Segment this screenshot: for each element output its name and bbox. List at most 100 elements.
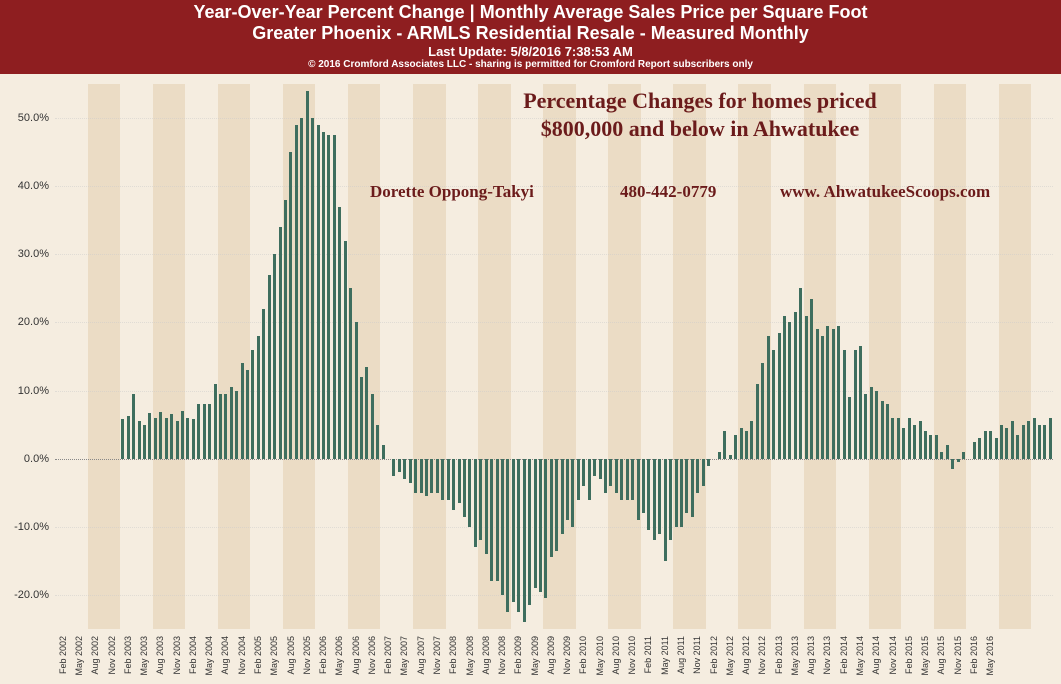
bar: [864, 394, 867, 459]
x-tick-label: May 2013: [790, 636, 800, 676]
bar: [924, 431, 927, 458]
bar: [430, 459, 433, 493]
x-tick-label: Aug 2015: [936, 636, 946, 675]
bar: [854, 350, 857, 459]
x-tick-label: Aug 2014: [871, 636, 881, 675]
chart-header: Year-Over-Year Percent Change | Monthly …: [0, 0, 1061, 74]
x-tick-label: Feb 2011: [643, 636, 653, 673]
bar: [479, 459, 482, 541]
bar: [376, 425, 379, 459]
x-tick-label: Aug 2003: [155, 636, 165, 675]
bar: [658, 459, 661, 534]
bar: [653, 459, 656, 541]
bar: [919, 421, 922, 458]
bar: [398, 459, 401, 473]
bar: [935, 435, 938, 459]
bar: [816, 329, 819, 458]
x-tick-label: Feb 2007: [383, 636, 393, 674]
x-tick-label: Nov 2011: [692, 636, 702, 674]
x-tick-label: Nov 2009: [562, 636, 572, 675]
bar: [501, 459, 504, 595]
bar: [696, 459, 699, 493]
bar: [729, 455, 732, 458]
bar: [241, 363, 244, 458]
bar: [246, 370, 249, 459]
y-tick-label: 40.0%: [18, 180, 49, 192]
bar: [794, 312, 797, 458]
bar: [978, 438, 981, 458]
bar: [311, 118, 314, 459]
bar: [626, 459, 629, 500]
x-axis: Feb 2002May 2002Aug 2002Nov 2002Feb 2003…: [55, 634, 1053, 684]
bars-layer: [55, 84, 1053, 629]
overlay-title-line1: Percentage Changes for homes priced: [380, 88, 1020, 114]
x-tick-label: Aug 2007: [416, 636, 426, 675]
overlay-phone: 480-442-0779: [620, 182, 716, 202]
bar: [474, 459, 477, 548]
bar: [810, 299, 813, 459]
bar: [707, 459, 710, 466]
bar: [599, 459, 602, 479]
bar: [235, 391, 238, 459]
bar: [268, 275, 271, 459]
bar: [203, 404, 206, 459]
bar: [740, 428, 743, 459]
bar: [1022, 425, 1025, 459]
bar: [588, 459, 591, 500]
bar: [306, 91, 309, 459]
bar: [322, 132, 325, 459]
bar: [929, 435, 932, 459]
bar: [143, 425, 146, 459]
bar: [170, 414, 173, 458]
bar: [506, 459, 509, 612]
x-tick-label: May 2005: [269, 636, 279, 676]
bar: [745, 431, 748, 458]
bar: [327, 135, 330, 459]
bar: [995, 438, 998, 458]
bar: [647, 459, 650, 531]
x-tick-label: May 2014: [855, 636, 865, 676]
bar: [826, 326, 829, 459]
x-tick-label: Nov 2003: [172, 636, 182, 675]
x-tick-label: May 2016: [985, 636, 995, 676]
x-tick-label: May 2015: [920, 636, 930, 676]
x-tick-label: Feb 2003: [123, 636, 133, 674]
bar: [1033, 418, 1036, 459]
chart-area: -20.0%-10.0%0.0%10.0%20.0%30.0%40.0%50.0…: [0, 74, 1061, 679]
bar: [788, 322, 791, 458]
bar: [1043, 425, 1046, 459]
bar: [566, 459, 569, 520]
bar: [702, 459, 705, 486]
y-tick-label: 0.0%: [24, 453, 49, 465]
bar: [891, 418, 894, 459]
bar: [251, 350, 254, 459]
bar: [989, 431, 992, 458]
bar: [848, 397, 851, 458]
bar: [1038, 425, 1041, 459]
bar: [534, 459, 537, 588]
x-tick-label: Feb 2005: [253, 636, 263, 674]
bar: [279, 227, 282, 459]
header-line3: Last Update: 5/8/2016 7:38:53 AM: [0, 44, 1061, 59]
bar: [436, 459, 439, 493]
bar: [691, 459, 694, 517]
header-line2: Greater Phoenix - ARMLS Residential Resa…: [0, 23, 1061, 44]
bar: [984, 431, 987, 458]
bar: [392, 459, 395, 476]
bar: [609, 459, 612, 486]
x-tick-label: May 2008: [465, 636, 475, 676]
bar: [490, 459, 493, 582]
bar: [300, 118, 303, 459]
bar: [132, 394, 135, 459]
x-tick-label: Nov 2004: [237, 636, 247, 675]
x-tick-label: Aug 2002: [90, 636, 100, 675]
header-line4: © 2016 Cromford Associates LLC - sharing…: [0, 59, 1061, 70]
bar: [224, 394, 227, 459]
x-tick-label: Aug 2010: [611, 636, 621, 675]
bar: [577, 459, 580, 500]
bar: [555, 459, 558, 551]
bar: [832, 329, 835, 458]
bar: [837, 326, 840, 459]
bar: [165, 418, 168, 459]
bar: [957, 459, 960, 462]
